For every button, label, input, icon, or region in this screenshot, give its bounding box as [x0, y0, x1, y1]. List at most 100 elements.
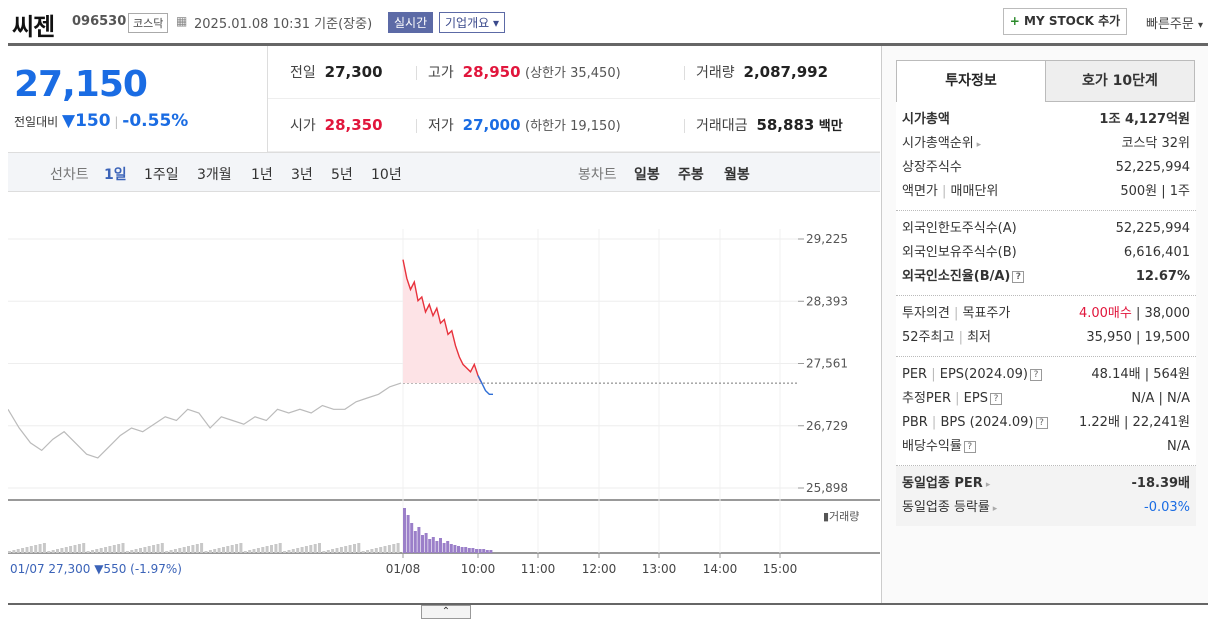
y-tick-label: 27,561	[806, 357, 848, 371]
info-row: 외국인보유주식수(B) 6,616,401	[902, 241, 1190, 265]
chart-period-bar: 선차트 1일 1주일 3개월 1년 3년 5년 10년 봉차트 일봉 주봉 월봉	[8, 152, 880, 192]
volume-bar	[104, 547, 108, 553]
volume-bar	[478, 549, 482, 553]
volume-bar	[265, 546, 269, 553]
volume-bar	[475, 549, 478, 553]
volume-bar	[304, 546, 308, 553]
volume-bar	[25, 547, 29, 553]
volume-bar	[313, 544, 317, 553]
volume-bar	[121, 543, 125, 553]
volume-bar	[467, 548, 471, 553]
info-group: PER | EPS(2024.09)? 48.14배 | 564원 추정PER | …	[896, 357, 1196, 466]
change-percent: -0.55%	[122, 111, 189, 131]
stock-name: 씨젠	[12, 13, 55, 41]
volume-bar	[283, 551, 287, 553]
tab-3year[interactable]: 3년	[291, 167, 313, 183]
volume-legend: ▮거래량	[823, 510, 859, 523]
company-overview-dropdown[interactable]: 기업개요 ▾	[439, 12, 506, 33]
chevron-right-icon[interactable]: ▸	[989, 504, 998, 514]
volume-bar	[383, 546, 387, 553]
volume-bar	[278, 543, 282, 553]
trade-amount: 58,883	[756, 116, 815, 134]
volume-bar	[396, 543, 400, 553]
tab-weekly-candle[interactable]: 주봉	[678, 167, 704, 183]
tab-1week[interactable]: 1주일	[144, 167, 179, 183]
series-line-prev-day	[8, 382, 402, 459]
collapse-handle[interactable]: ⌃	[421, 605, 471, 619]
volume-bar	[47, 551, 51, 553]
calendar-icon: ▦	[176, 14, 188, 28]
add-mystock-button[interactable]: + MY STOCK 추가	[1003, 8, 1127, 35]
info-row: 배당수익률? N/A	[902, 435, 1190, 459]
volume-bar	[261, 547, 265, 553]
tab-1year[interactable]: 1년	[251, 167, 273, 183]
volume-bar	[413, 531, 417, 553]
volume-bar	[453, 545, 457, 553]
tab-order-book[interactable]: 호가 10단계	[1045, 60, 1195, 102]
market-badge: 코스닥	[128, 13, 169, 33]
info-row: 시가총액 1조 4,127억원	[902, 108, 1190, 132]
realtime-badge[interactable]: 실시간	[388, 12, 434, 33]
info-row: 투자의견 | 목표주가 4.00매수 | 38,000	[902, 302, 1190, 326]
x-tick-label: 10:00	[461, 562, 496, 576]
volume-bar	[56, 549, 59, 553]
volume-bar	[392, 544, 396, 553]
volume-bar	[243, 551, 247, 553]
chevron-right-icon[interactable]: ▸	[982, 480, 991, 490]
chevron-up-icon: ⌃	[441, 606, 451, 617]
help-icon[interactable]: ?	[1029, 368, 1042, 381]
price-box: 27,150 전일대비 ▼150 | -0.55%	[8, 46, 268, 152]
x-tick-label: 11:00	[521, 562, 556, 576]
volume-bar	[417, 527, 421, 553]
intraday-chart[interactable]: 29,225 28,393 27,561 26,729 25,898 01/08 10:00…	[8, 193, 880, 583]
volume-bar	[117, 544, 121, 553]
volume-bar	[489, 550, 493, 553]
info-label: 배당수익률?	[902, 435, 976, 459]
volume-bar	[16, 549, 20, 553]
volume-bar	[318, 543, 321, 553]
divider	[8, 603, 1208, 605]
tab-1day[interactable]: 1일	[104, 167, 127, 183]
chevron-right-icon[interactable]: ▸	[973, 140, 982, 150]
info-label: 투자의견 | 목표주가	[902, 306, 1011, 321]
info-label: 시가총액순위 ▸	[902, 136, 982, 151]
tab-monthly-candle[interactable]: 월봉	[724, 167, 750, 183]
triangle-down-icon: ▼	[62, 111, 76, 131]
info-label: 시가총액	[902, 112, 950, 127]
info-label: 추정PER | EPS?	[902, 387, 1002, 411]
stock-code: 096530	[72, 14, 127, 29]
volume-bar	[165, 551, 169, 553]
info-value: 4.00매수 | 38,000	[1078, 306, 1190, 321]
tab-3month[interactable]: 3개월	[197, 167, 232, 183]
volume-bar	[143, 547, 147, 553]
volume-bar	[239, 543, 243, 553]
help-icon[interactable]: ?	[1012, 270, 1025, 283]
tab-5year[interactable]: 5년	[331, 167, 353, 183]
volume-bar	[51, 550, 55, 553]
volume-bar	[160, 543, 164, 553]
info-row: 액면가 | 매매단위 500원 | 1주	[902, 180, 1190, 204]
tab-daily-candle[interactable]: 일봉	[634, 167, 660, 183]
tab-10year[interactable]: 10년	[371, 167, 402, 183]
help-icon[interactable]: ?	[989, 392, 1002, 405]
info-label: PER | EPS(2024.09)?	[902, 363, 1042, 387]
info-value: 1조 4,127억원	[1099, 112, 1190, 127]
tab-investment-info[interactable]: 투자정보	[896, 60, 1046, 102]
help-icon[interactable]: ?	[1035, 416, 1048, 429]
volume-bar	[287, 550, 291, 553]
volume-bar	[235, 544, 239, 553]
volume-bar	[428, 539, 432, 553]
quote-datetime: 2025.01.08 10:31 기준(장중)	[194, 17, 373, 32]
volume-bar	[406, 515, 410, 553]
volume-bar	[191, 545, 195, 553]
quick-order-button[interactable]: 빠른주문 ▾	[1146, 17, 1204, 32]
help-icon[interactable]: ?	[963, 440, 976, 453]
investment-info-panel: 투자정보 호가 10단계 시가총액 1조 4,127억원 시가총액순위 ▸ 코스닥 3…	[881, 46, 1208, 603]
volume-bar	[335, 548, 339, 553]
volume-bar	[208, 550, 212, 553]
volume-bar	[173, 549, 177, 553]
volume-bar	[139, 548, 142, 553]
volume-bar	[130, 550, 134, 553]
info-group: 동일업종 PER ▸ -18.39배 동일업종 등락률 ▸ -0.03%	[896, 466, 1196, 526]
x-tick-label: 13:00	[642, 562, 677, 576]
